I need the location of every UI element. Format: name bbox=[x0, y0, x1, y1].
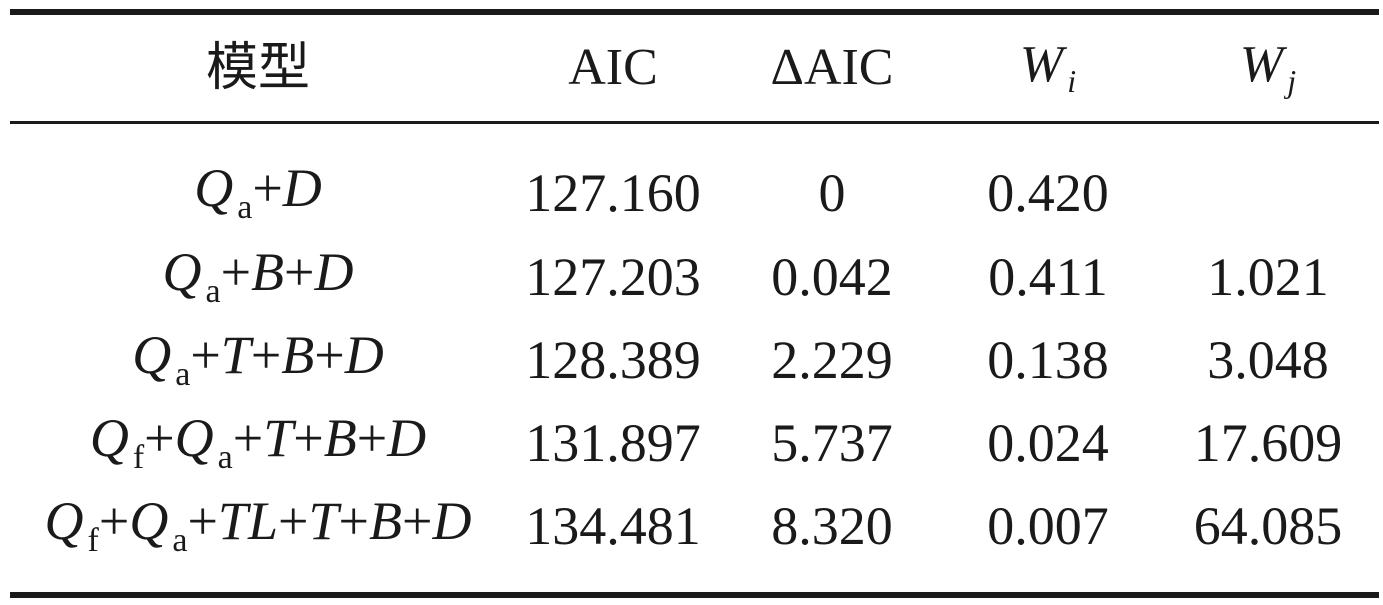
model-term: D bbox=[282, 158, 322, 219]
wi-cell: 0.007 bbox=[987, 496, 1109, 556]
model-subscript: f bbox=[87, 521, 99, 559]
top-rule bbox=[10, 9, 1379, 15]
model-term: B bbox=[368, 491, 402, 552]
model-operator: + bbox=[220, 242, 252, 303]
header-delta-aic: ΔAIC bbox=[770, 39, 894, 96]
wi-cell: 0.138 bbox=[987, 330, 1109, 390]
model-term: D bbox=[344, 325, 384, 386]
model-term: T bbox=[220, 325, 251, 386]
wi-cell: 0.411 bbox=[988, 247, 1108, 307]
aic-cell: 127.203 bbox=[525, 247, 701, 307]
model-operator: + bbox=[252, 158, 283, 219]
model-operator: + bbox=[144, 408, 175, 469]
model-term: Q bbox=[132, 325, 172, 386]
header-aic: AIC bbox=[568, 39, 658, 96]
header-model: 模型 bbox=[205, 38, 311, 98]
model-term: D bbox=[432, 491, 472, 552]
model-operator: + bbox=[338, 491, 369, 552]
wj-cell: 1.021 bbox=[1207, 247, 1329, 307]
model-term: B bbox=[323, 408, 357, 469]
model-term: T bbox=[308, 491, 339, 552]
model-operator: + bbox=[98, 491, 130, 552]
delta-aic-cell: 8.320 bbox=[771, 496, 893, 556]
model-operator: + bbox=[401, 491, 433, 552]
model-operator: + bbox=[190, 325, 221, 386]
model-term: D bbox=[387, 408, 427, 469]
header-rule bbox=[10, 121, 1379, 124]
aic-cell: 131.897 bbox=[525, 413, 701, 473]
model-operator: + bbox=[232, 408, 264, 469]
model-subscript: a bbox=[217, 438, 233, 476]
model-term: Q bbox=[89, 408, 129, 469]
model-subscript: a bbox=[175, 355, 191, 393]
model-term: Q bbox=[162, 242, 202, 303]
model-operator: + bbox=[356, 408, 388, 469]
delta-aic-cell: 5.737 bbox=[771, 413, 893, 473]
model-term: Q bbox=[44, 491, 84, 552]
delta-aic-cell: 0.042 bbox=[771, 247, 893, 307]
model-operator: + bbox=[277, 491, 309, 552]
delta-aic-cell: 0 bbox=[818, 163, 846, 223]
model-term: B bbox=[251, 242, 285, 303]
aic-cell: 128.389 bbox=[525, 330, 701, 390]
model-term: Q bbox=[174, 408, 214, 469]
model-subscript: f bbox=[132, 438, 145, 476]
model-operator: + bbox=[187, 491, 218, 552]
wi-cell: 0.420 bbox=[987, 163, 1109, 223]
model-subscript: a bbox=[237, 188, 253, 226]
model-term: T bbox=[263, 408, 294, 469]
aic-cell: 127.160 bbox=[525, 163, 701, 223]
model-subscript: a bbox=[205, 272, 221, 310]
model-operator: + bbox=[250, 325, 282, 386]
aic-cell: 134.481 bbox=[525, 496, 701, 556]
wj-cell: 3.048 bbox=[1207, 330, 1329, 390]
model-operator: + bbox=[293, 408, 324, 469]
header-wi-sub: i bbox=[1067, 63, 1077, 100]
model-operator: + bbox=[284, 242, 315, 303]
model-term: D bbox=[314, 242, 354, 303]
model-term: TL bbox=[217, 491, 278, 552]
wi-cell: 0.024 bbox=[987, 413, 1109, 473]
header-wj-base: W bbox=[1239, 35, 1284, 93]
delta-aic-cell: 2.229 bbox=[771, 330, 893, 390]
model-term: B bbox=[281, 325, 315, 386]
model-term: Q bbox=[129, 491, 169, 552]
model-operator: + bbox=[314, 325, 345, 386]
wj-cell: 17.609 bbox=[1193, 413, 1343, 473]
header-wi-base: W bbox=[1019, 35, 1064, 93]
wj-cell: 64.085 bbox=[1193, 496, 1343, 556]
bottom-rule bbox=[10, 592, 1379, 598]
model-term: Q bbox=[194, 158, 234, 219]
header-wj-sub: j bbox=[1287, 63, 1297, 100]
model-subscript: a bbox=[172, 521, 188, 559]
